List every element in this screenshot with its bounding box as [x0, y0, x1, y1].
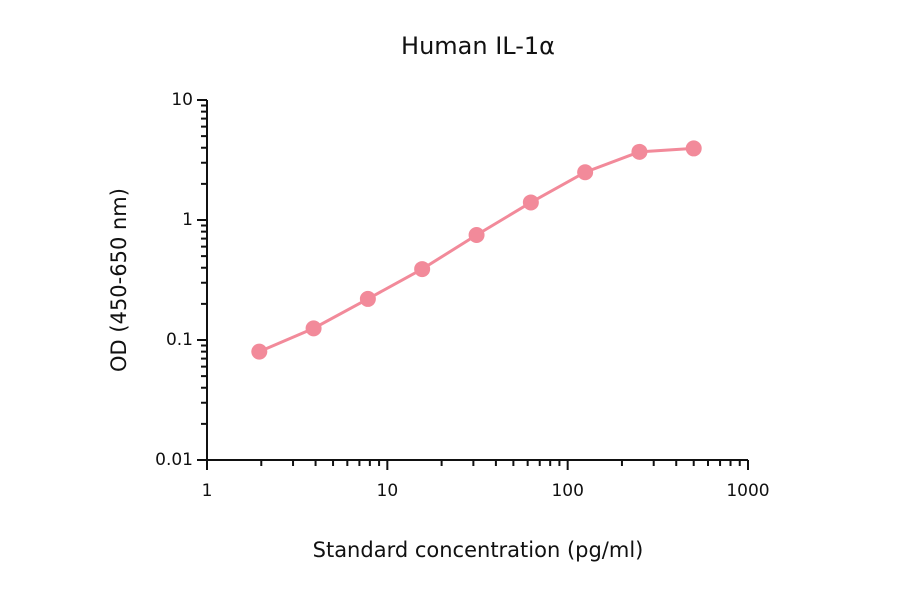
x-tick-label: 1000 — [726, 481, 769, 501]
x-tick-label: 10 — [377, 481, 399, 501]
y-tick-label: 10 — [171, 90, 193, 110]
y-tick-label: 1 — [182, 210, 193, 230]
data-point — [468, 226, 485, 243]
data-point — [359, 290, 376, 307]
data-point — [305, 320, 322, 337]
y-tick-label: 0.01 — [155, 450, 193, 470]
data-point — [631, 143, 648, 160]
y-axis-label: OD (450-650 nm) — [107, 188, 131, 372]
data-point — [577, 164, 594, 181]
x-tick-label: 100 — [551, 481, 583, 501]
data-point — [251, 343, 268, 360]
y-tick-label: 0.1 — [166, 330, 193, 350]
data-point — [522, 194, 539, 211]
data-line — [258, 146, 694, 354]
data-point — [685, 140, 702, 157]
chart-title: Human IL-1α — [401, 32, 555, 60]
x-axis-label: Standard concentration (pg/ml) — [313, 538, 644, 562]
x-tick-label: 1 — [202, 481, 213, 501]
data-point — [414, 261, 431, 278]
